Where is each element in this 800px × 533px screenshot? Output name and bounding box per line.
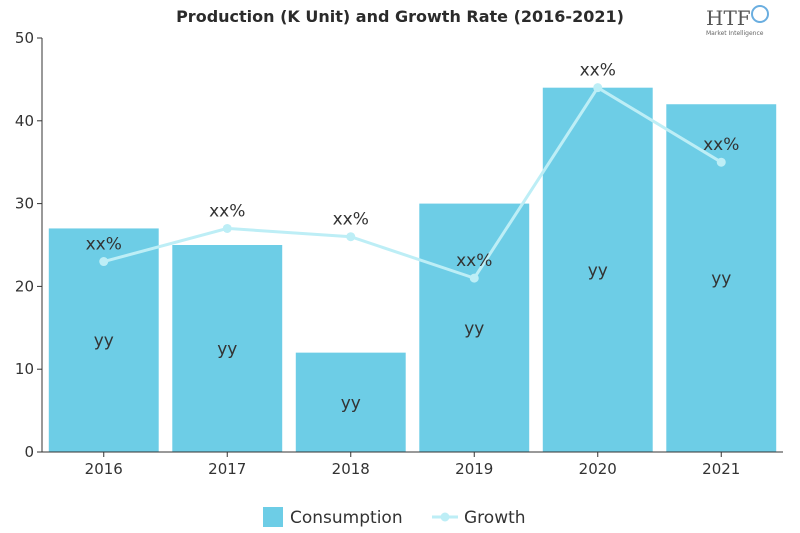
bar-label: yy — [711, 269, 731, 289]
chart-title: Production (K Unit) and Growth Rate (201… — [176, 7, 624, 26]
bar — [419, 203, 530, 452]
x-tick-label: 2018 — [332, 460, 370, 478]
bar-label: yy — [94, 331, 114, 351]
y-tick-label: 20 — [15, 277, 34, 295]
growth-point-label: xx% — [580, 61, 616, 81]
x-tick-label: 2019 — [455, 460, 493, 478]
legend: Consumption Growth — [263, 507, 526, 528]
legend-growth-marker — [440, 512, 450, 522]
bar-label: yy — [341, 393, 361, 413]
growth-line — [103, 85, 723, 280]
bar — [542, 87, 653, 453]
logo-globe-icon — [751, 5, 769, 23]
logo-text: HTF — [706, 6, 751, 30]
legend-consumption-label: Consumption — [290, 508, 403, 528]
y-tick-label: 0 — [24, 443, 34, 461]
bar-label: yy — [588, 261, 608, 281]
bar — [295, 352, 406, 452]
growth-point-label: xx% — [86, 235, 122, 255]
y-tick-label: 40 — [15, 112, 34, 130]
x-tick-label: 2021 — [702, 460, 740, 478]
logo: HTF Market Intelligence — [706, 5, 769, 37]
growth-point-label: xx% — [209, 201, 245, 221]
x-axis: 2016 2017 2018 2019 2020 2021 — [42, 451, 783, 478]
x-tick-label: 2016 — [85, 460, 123, 478]
growth-point — [469, 273, 479, 283]
growth-point-label: xx% — [333, 210, 369, 230]
bar-labels: yy yy yy yy yy yy — [94, 261, 732, 413]
x-tick-label: 2017 — [208, 460, 246, 478]
growth-point — [99, 257, 109, 267]
x-tick-label: 2020 — [579, 460, 617, 478]
legend-consumption-swatch — [263, 507, 283, 527]
logo-subtext: Market Intelligence — [706, 30, 764, 37]
growth-point — [716, 157, 726, 167]
bar-label: yy — [217, 340, 237, 360]
growth-point-label: xx% — [456, 251, 492, 271]
growth-point — [593, 83, 603, 93]
y-tick-label: 10 — [15, 360, 34, 378]
y-tick-label: 30 — [15, 195, 34, 213]
bar-label: yy — [464, 319, 484, 339]
growth-line-layer: xx% xx% xx% xx% xx% xx% — [86, 61, 739, 283]
growth-point — [222, 223, 232, 233]
bar — [172, 245, 283, 452]
bars — [48, 87, 777, 453]
growth-point — [346, 232, 356, 242]
growth-point-label: xx% — [703, 135, 739, 155]
legend-growth-label: Growth — [464, 508, 526, 528]
y-axis: 0 10 20 30 40 50 — [15, 29, 43, 461]
y-tick-label: 50 — [15, 29, 34, 47]
